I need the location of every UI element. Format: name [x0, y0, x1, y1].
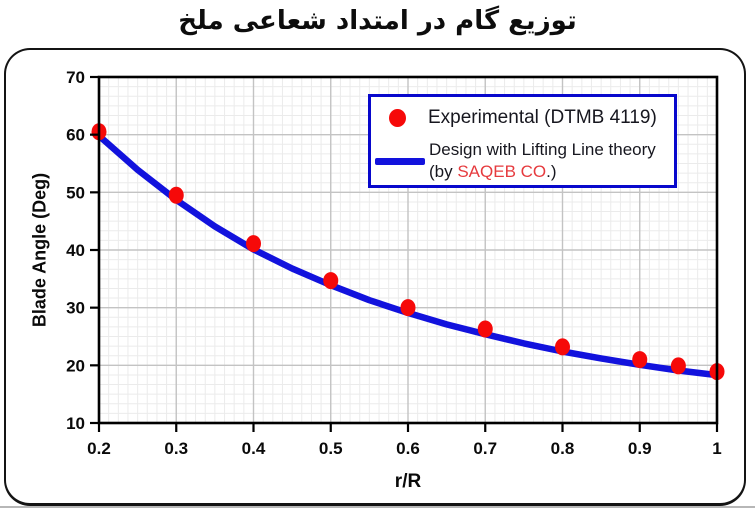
x-tick-label: 0.9	[628, 439, 652, 458]
x-tick-label: 0.2	[87, 439, 111, 458]
x-tick-label: 0.4	[242, 439, 266, 458]
design-label-brand: SAQEB CO	[457, 162, 547, 181]
y-tick-label: 60	[66, 126, 85, 145]
legend-label-experimental: Experimental (DTMB 4119)	[428, 107, 657, 128]
design-label-line2-post: .)	[546, 162, 557, 181]
experimental-point	[400, 299, 416, 317]
y-tick-label: 10	[66, 414, 85, 433]
design-line-marker-icon	[375, 157, 425, 165]
y-tick-label: 30	[66, 299, 85, 318]
design-label-line2-pre: (by	[429, 162, 458, 181]
y-tick-labels: 10 20 30 40 50 60 70	[66, 68, 85, 433]
experimental-point	[632, 351, 648, 369]
x-tick-labels: 0.2 0.3 0.4 0.5 0.6 0.7 0.8 0.9 1	[87, 439, 722, 458]
y-tick-label: 20	[66, 356, 85, 375]
legend: Experimental (DTMB 4119) Design with Lif…	[368, 94, 677, 188]
window-edge-line	[0, 506, 755, 508]
x-axis-label: r/R	[394, 471, 422, 492]
x-tick-label: 0.8	[551, 439, 575, 458]
axis-ticks	[90, 75, 719, 432]
legend-label-design: Design with Lifting Line theory (by SAQE…	[429, 139, 656, 183]
x-tick-label: 0.7	[473, 439, 497, 458]
x-tick-label: 1	[712, 439, 721, 458]
x-tick-label: 0.5	[319, 439, 343, 458]
y-tick-label: 40	[66, 241, 85, 260]
x-tick-label: 0.6	[396, 439, 420, 458]
y-tick-label: 50	[66, 183, 85, 202]
experimental-point	[246, 235, 261, 253]
experimental-point	[555, 338, 570, 356]
experimental-point	[168, 186, 184, 204]
legend-entry-experimental: Experimental (DTMB 4119)	[371, 97, 674, 139]
x-tick-label: 0.3	[164, 439, 188, 458]
chart-title: توزیع گام در امتداد شعاعی ملخ	[178, 6, 577, 36]
design-label-line1: Design with Lifting Line theory	[429, 140, 656, 159]
experimental-point	[477, 320, 493, 338]
y-axis-label: Blade Angle (Deg)	[29, 172, 50, 328]
experimental-marker-icon	[389, 109, 406, 127]
legend-entry-design: Design with Lifting Line theory (by SAQE…	[371, 139, 674, 183]
experimental-point	[323, 272, 339, 290]
y-tick-label: 70	[66, 68, 85, 87]
experimental-point	[670, 357, 686, 375]
